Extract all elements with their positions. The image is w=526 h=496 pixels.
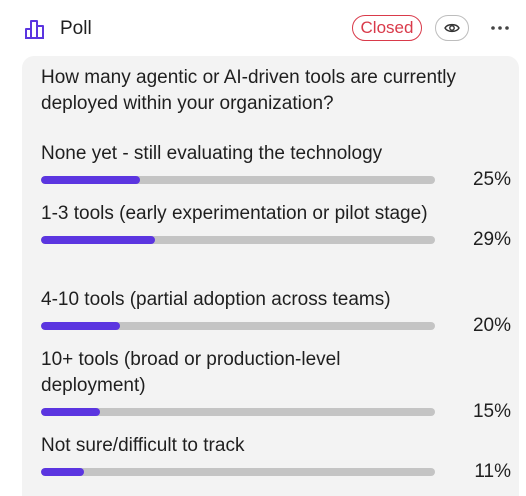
- option-percent: 20%: [472, 315, 511, 336]
- poll-option: 10+ tools (broad or production-level dep…: [41, 347, 511, 425]
- progress-fill: [41, 468, 85, 476]
- view-results-button[interactable]: [435, 15, 469, 41]
- option-bar-row: 15%: [41, 399, 511, 425]
- poll-title: Poll: [60, 18, 92, 39]
- poll-question: How many agentic or AI-driven tools are …: [41, 67, 457, 114]
- poll-header: Poll Closed: [0, 0, 526, 58]
- progress-fill: [41, 176, 140, 184]
- progress-fill: [41, 236, 156, 244]
- option-label: 10+ tools (broad or production-level dep…: [41, 349, 341, 396]
- option-label: None yet - still evaluating the technolo…: [41, 143, 383, 164]
- progress-fill: [41, 322, 120, 330]
- option-percent: 25%: [472, 169, 511, 190]
- option-percent: 15%: [472, 401, 511, 422]
- option-percent: 11%: [474, 461, 511, 482]
- option-bar-row: 11%: [41, 459, 511, 485]
- poll-option: None yet - still evaluating the technolo…: [41, 141, 511, 193]
- more-horizontal-icon: [491, 26, 509, 30]
- progress-fill: [41, 408, 101, 416]
- status-badge: Closed: [352, 15, 422, 41]
- option-bar-row: 25%: [41, 167, 511, 193]
- progress-track: [41, 236, 435, 244]
- poll-option: Not sure/difficult to track 11%: [41, 433, 511, 485]
- progress-track: [41, 176, 435, 184]
- progress-track: [41, 322, 435, 330]
- progress-track: [41, 408, 435, 416]
- option-label: Not sure/difficult to track: [41, 435, 245, 456]
- progress-track: [41, 468, 435, 476]
- bar-chart-icon: [25, 20, 44, 39]
- eye-icon: [444, 23, 460, 33]
- option-bar-row: 29%: [41, 227, 511, 253]
- option-label: 4-10 tools (partial adoption across team…: [41, 289, 391, 310]
- poll-option: 4-10 tools (partial adoption across team…: [41, 287, 511, 339]
- more-options-button[interactable]: [486, 18, 514, 38]
- option-label: 1-3 tools (early experimentation or pilo…: [41, 203, 428, 224]
- option-percent: 29%: [472, 229, 511, 250]
- option-bar-row: 20%: [41, 313, 511, 339]
- poll-card: How many agentic or AI-driven tools are …: [22, 56, 519, 496]
- poll-option: 1-3 tools (early experimentation or pilo…: [41, 201, 511, 253]
